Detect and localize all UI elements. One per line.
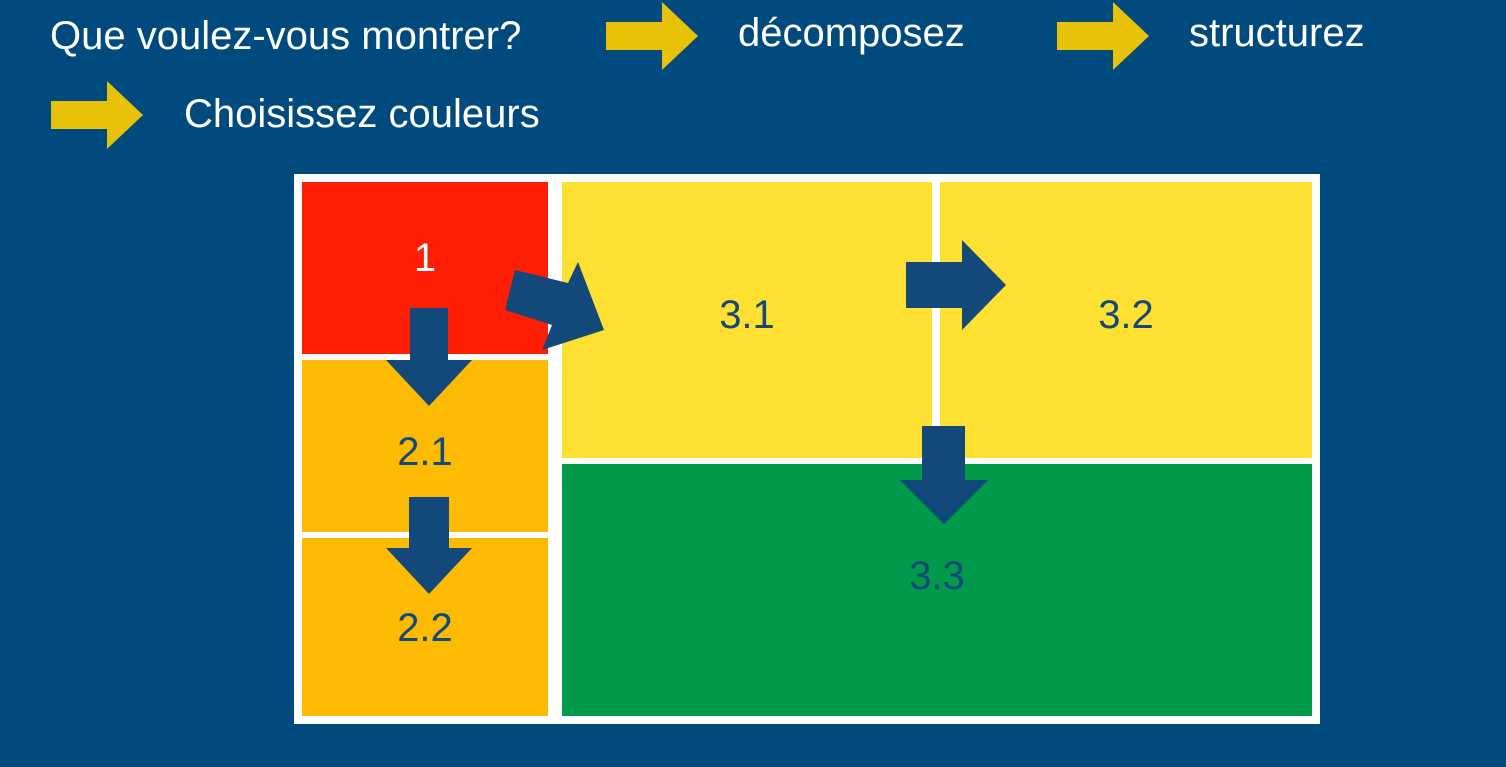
step-2-label: décomposez bbox=[738, 11, 965, 55]
block-2-1: 2.1 bbox=[302, 360, 548, 532]
block-3-1: 3.1 bbox=[562, 182, 932, 458]
step-3-label: structurez bbox=[1189, 11, 1365, 55]
step-1-label: Que voulez-vous montrer? bbox=[50, 14, 522, 58]
arrow-right-icon bbox=[606, 2, 698, 70]
arrow-right-icon bbox=[1057, 2, 1149, 70]
block-3-3: 3.3 bbox=[562, 464, 1312, 716]
block-1-label: 1 bbox=[413, 236, 437, 280]
block-3-3-label: 3.3 bbox=[909, 554, 965, 598]
block-1: 1 bbox=[302, 182, 548, 354]
block-3-2-label: 3.2 bbox=[1098, 293, 1154, 337]
block-2-2: 2.2 bbox=[302, 538, 548, 716]
arrow-right-icon bbox=[51, 81, 143, 149]
block-2-1-label: 2.1 bbox=[397, 430, 453, 474]
block-3-2: 3.2 bbox=[940, 182, 1312, 458]
block-diagram: 1 2.1 2.2 3.1 3.2 3.3 bbox=[294, 174, 1320, 724]
block-2-2-label: 2.2 bbox=[397, 606, 453, 650]
step-4-label: Choisissez couleurs bbox=[184, 92, 540, 136]
block-3-1-label: 3.1 bbox=[719, 293, 775, 337]
